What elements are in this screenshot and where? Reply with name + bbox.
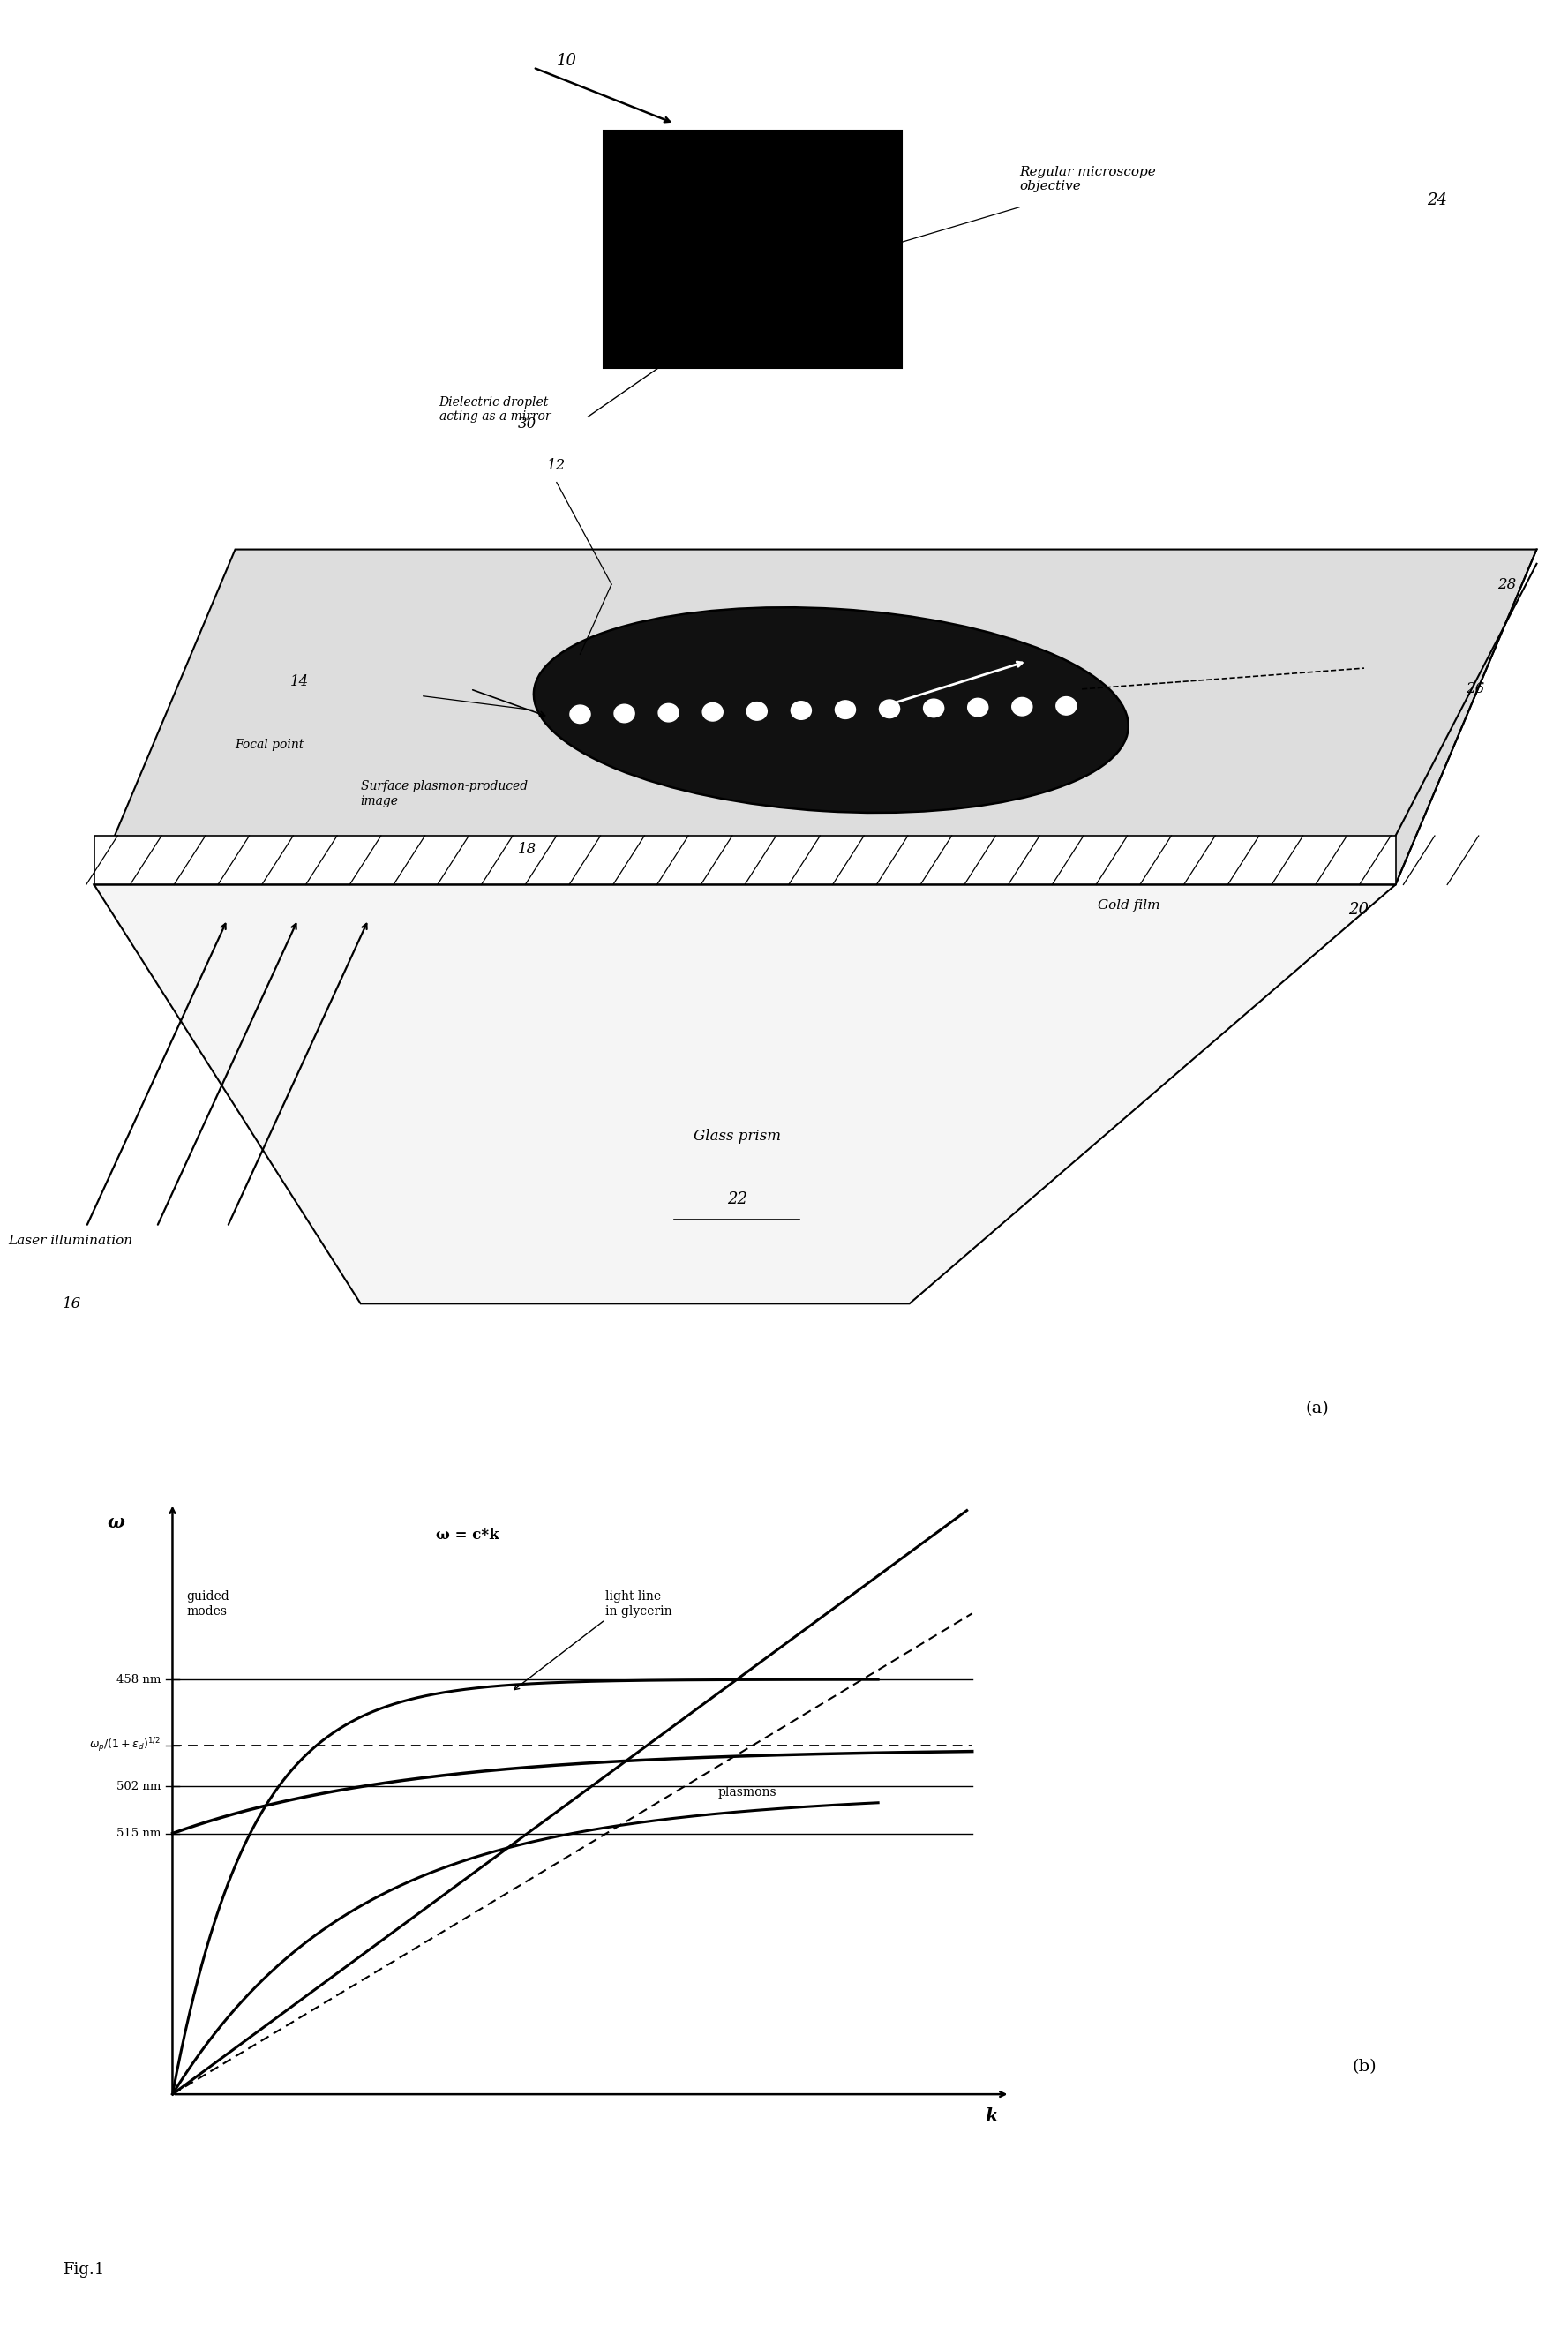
Circle shape [1057,696,1077,715]
Text: Fig.1: Fig.1 [63,2263,105,2277]
Text: 515 nm: 515 nm [116,1827,162,1839]
Ellipse shape [533,608,1129,812]
Text: (b): (b) [1352,2060,1377,2074]
Text: plasmons: plasmons [718,1786,776,1800]
Text: 30: 30 [517,417,536,431]
Text: 14: 14 [290,675,309,689]
Circle shape [571,705,591,724]
Text: Surface plasmon-produced
image: Surface plasmon-produced image [361,780,527,808]
Circle shape [1011,698,1032,715]
Text: 26: 26 [1466,682,1485,696]
Text: $\omega_p/(1+\varepsilon_d)^{1/2}$: $\omega_p/(1+\varepsilon_d)^{1/2}$ [89,1737,162,1755]
Text: 10: 10 [557,54,577,68]
Text: 24: 24 [1427,193,1447,207]
Text: 20: 20 [1348,901,1369,917]
Text: 22: 22 [728,1192,746,1206]
Text: guided
modes: guided modes [187,1590,229,1618]
Polygon shape [94,549,1537,885]
Text: Dielectric droplet
acting as a mirror: Dielectric droplet acting as a mirror [439,396,550,424]
Text: ω: ω [107,1513,125,1532]
Text: Laser illumination: Laser illumination [8,1234,132,1248]
Circle shape [790,701,811,719]
Circle shape [967,698,988,717]
Circle shape [746,703,767,719]
Text: 12: 12 [547,459,566,473]
Text: 28: 28 [1497,577,1516,591]
Circle shape [836,701,856,719]
Circle shape [702,703,723,722]
Text: Regular microscope
objective: Regular microscope objective [1019,165,1156,193]
Text: Focal point: Focal point [235,738,304,752]
Text: Gold film: Gold film [1098,899,1160,913]
Text: ω = c*k: ω = c*k [436,1527,499,1543]
Polygon shape [94,885,1396,1304]
Circle shape [880,701,900,717]
Text: (a): (a) [1305,1401,1330,1415]
Circle shape [659,703,679,722]
Polygon shape [94,836,1396,885]
Text: 18: 18 [517,843,536,857]
Text: 16: 16 [63,1297,82,1311]
Circle shape [924,698,944,717]
Text: Glass prism: Glass prism [693,1129,781,1143]
Circle shape [615,705,635,722]
Text: light line
in glycerin: light line in glycerin [605,1590,673,1618]
Bar [604,130,902,368]
Text: k: k [985,2107,997,2125]
Text: 502 nm: 502 nm [116,1781,162,1793]
Text: 458 nm: 458 nm [116,1674,162,1685]
